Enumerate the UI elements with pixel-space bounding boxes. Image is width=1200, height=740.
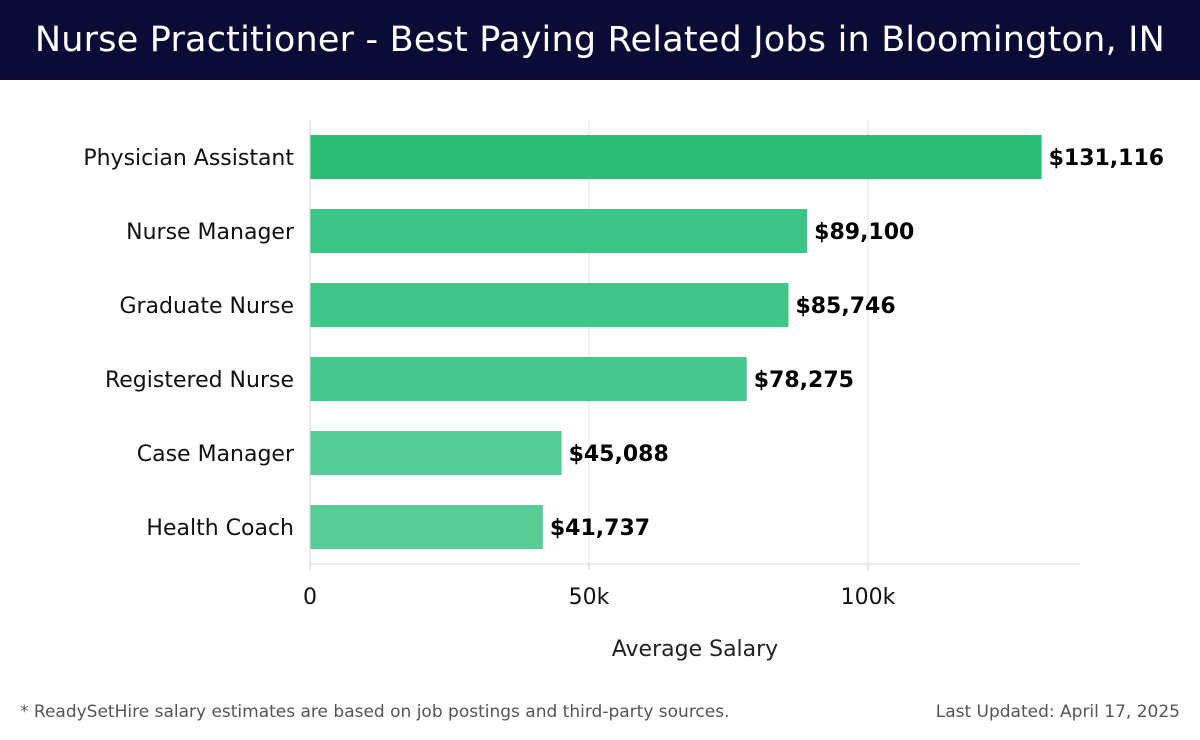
- bar: [310, 357, 747, 401]
- value-label: $78,275: [754, 368, 854, 393]
- category-label: Graduate Nurse: [119, 294, 294, 319]
- chart-header: Nurse Practitioner - Best Paying Related…: [0, 0, 1200, 80]
- last-updated: Last Updated: April 17, 2025: [935, 702, 1180, 722]
- bar-chart: Physician Assistant $131,116 Nurse Manager…: [83, 120, 1164, 662]
- value-label: $131,116: [1049, 146, 1165, 171]
- x-tick-label: 100k: [841, 585, 896, 610]
- bar: [310, 209, 808, 253]
- bar: [310, 283, 789, 327]
- value-label: $89,100: [814, 220, 914, 245]
- value-label: $41,737: [550, 516, 650, 541]
- bar: [310, 505, 543, 549]
- category-label: Case Manager: [137, 442, 295, 467]
- category-label: Physician Assistant: [83, 146, 294, 171]
- grid-lines: [588, 120, 869, 564]
- bar: [310, 135, 1042, 179]
- chart-title: Nurse Practitioner - Best Paying Related…: [34, 20, 1166, 60]
- value-label: $45,088: [569, 442, 669, 467]
- x-tick-label: 50k: [569, 585, 610, 610]
- category-label: Health Coach: [146, 516, 294, 541]
- category-label: Registered Nurse: [105, 368, 294, 393]
- bars-group: Physician Assistant $131,116 Nurse Manager…: [83, 135, 1164, 549]
- category-label: Nurse Manager: [126, 220, 295, 245]
- x-axis: 0 50k 100k: [303, 120, 1080, 610]
- x-tick-label: 0: [303, 585, 317, 610]
- x-axis-title: Average Salary: [612, 637, 778, 662]
- value-label: $85,746: [795, 294, 895, 319]
- footer-note: * ReadySetHire salary estimates are base…: [20, 702, 730, 722]
- bar: [310, 431, 562, 475]
